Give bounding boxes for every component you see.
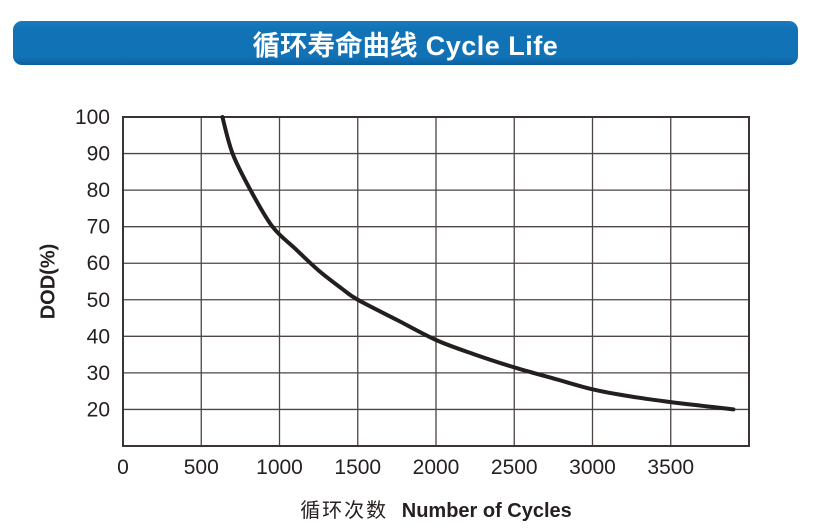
y-tick-label: 60 (87, 252, 110, 275)
x-tick-label: 0 (117, 456, 129, 479)
x-tick-label: 500 (184, 456, 219, 479)
y-tick-label: 100 (75, 106, 110, 129)
x-tick-label: 1500 (334, 456, 381, 479)
y-tick-label: 90 (87, 143, 110, 166)
x-tick-label: 1000 (256, 456, 303, 479)
y-axis-label: DOD(%) (37, 243, 60, 320)
y-tick-label: 70 (87, 216, 110, 239)
page-title: 循环寿命曲线 Cycle Life (252, 30, 559, 61)
x-tick-label: 3000 (569, 456, 616, 479)
y-tick-label: 50 (87, 289, 110, 312)
x-axis-label-en: Number of Cycles (401, 500, 572, 522)
y-tick-label: 80 (87, 179, 110, 202)
y-tick-label: 20 (87, 398, 110, 421)
plot-frame (122, 116, 750, 447)
cycle-life-curve (220, 115, 736, 412)
y-tick-label: 40 (87, 325, 110, 348)
x-tick-label: 2500 (491, 456, 538, 479)
x-axis-label: 循环次数 Number of Cycles (123, 494, 749, 523)
title-banner: 循环寿命曲线 Cycle Life (13, 21, 798, 65)
x-tick-label: 2000 (413, 456, 460, 479)
y-tick-label: 30 (87, 362, 110, 385)
x-tick-label: 3500 (647, 456, 694, 479)
x-axis-label-cn: 循环次数 (300, 500, 389, 522)
